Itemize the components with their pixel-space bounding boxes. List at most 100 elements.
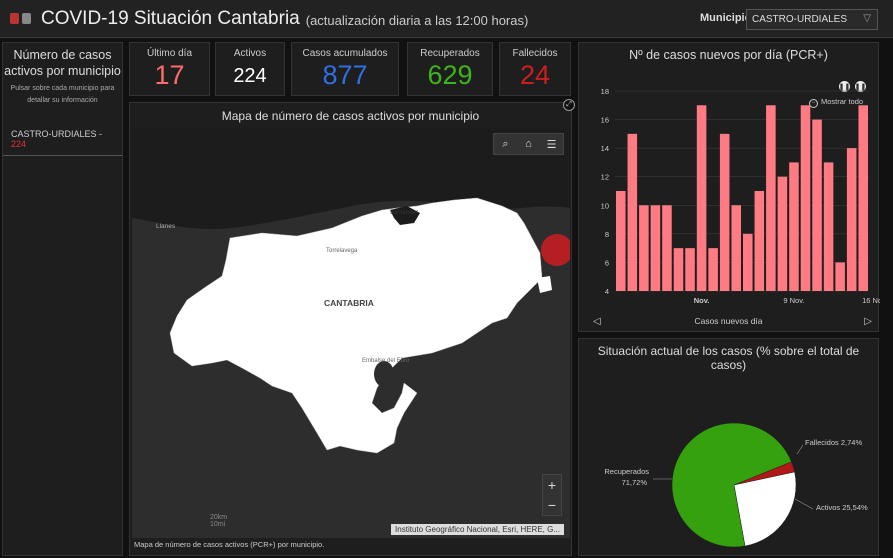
map-attribution[interactable]: Instituto Geográfico Nacional, Esri, HER… — [391, 524, 564, 535]
label-cantabria: CANTABRIA — [324, 298, 374, 308]
scale-bar: 20km 10mi — [210, 514, 227, 528]
bar[interactable] — [789, 162, 799, 291]
leader-line — [794, 498, 814, 510]
show-all-button[interactable]: − Mostrar todo — [809, 97, 863, 108]
chevron-right-icon[interactable]: ▷ — [864, 316, 872, 327]
map-panel: Mapa de número de casos activos por muni… — [129, 102, 572, 556]
scale-mi: 10mi — [210, 521, 226, 528]
list-item[interactable]: CASTRO-URDIALES - 224 — [3, 125, 122, 156]
expand-icon[interactable]: ⤢ — [563, 99, 575, 111]
y-tick-label: 8 — [605, 230, 609, 239]
label-santander: Santander — [390, 210, 418, 216]
stat-ultimo-dia: Último día 17 — [129, 42, 210, 96]
pie-slice[interactable] — [671, 422, 792, 548]
y-tick-label: 4 — [605, 287, 609, 296]
stat-value: 17 — [154, 60, 185, 90]
municipio-selected-value: CASTRO-URDIALES — [752, 14, 848, 25]
bar[interactable] — [685, 248, 695, 291]
castro-urdiales-marker[interactable] — [541, 234, 570, 266]
x-tick-label: 9 Nov. — [783, 296, 804, 305]
stat-label: Casos acumulados — [302, 48, 388, 59]
y-tick-label: 18 — [601, 87, 609, 96]
health-logo-icon — [22, 13, 31, 24]
bar[interactable] — [858, 105, 868, 292]
bar[interactable] — [616, 191, 626, 291]
bar[interactable] — [812, 119, 822, 291]
home-icon[interactable]: ⌂ — [525, 138, 532, 150]
municipio-list-title: Número de casos activos por municipio — [4, 48, 121, 78]
bar[interactable] — [754, 191, 765, 291]
pie-chart-title: Situación actual de los casos (% sobre e… — [597, 344, 860, 372]
x-tick-label: Nov. — [694, 296, 710, 305]
y-tick-label: 14 — [601, 144, 609, 153]
chevron-down-icon: ▽ — [863, 13, 871, 24]
bar-chart: 4 6 8 10 12 14 16 18 Nov. 9 Nov. 16 Nov. — [601, 87, 880, 305]
new-cases-chart-panel: Nº de casos nuevos por día (PCR+) ❚❚ ❚❚ … — [578, 42, 880, 332]
cantabria-logo-icon — [10, 13, 19, 24]
pause-icon[interactable]: ❚❚ — [855, 81, 866, 92]
bar[interactable] — [627, 133, 638, 291]
stat-recuperados: Recuperados 629 — [407, 42, 493, 96]
stat-fallecidos: Fallecidos 24 — [499, 42, 571, 96]
bar[interactable] — [766, 105, 776, 292]
case-status-pie-panel: Situación actual de los casos (% sobre e… — [578, 338, 879, 556]
label-llanes: Llanes — [156, 223, 176, 230]
stat-casos-acumulados: Casos acumulados 877 — [291, 42, 399, 96]
map-title: Mapa de número de casos activos por muni… — [221, 109, 480, 123]
y-tick-label: 12 — [601, 173, 609, 182]
stat-label: Recuperados — [420, 48, 480, 59]
stat-value: 877 — [322, 60, 368, 90]
label-torrelavega: Torrelavega — [326, 248, 358, 254]
map-svg: Llanes Santander Torrelavega CANTABRIA E… — [132, 128, 570, 538]
bar-chart-title: Nº de casos nuevos por día (PCR+) — [629, 48, 828, 62]
bar[interactable] — [719, 133, 730, 291]
bar[interactable] — [846, 148, 857, 291]
stat-label: Activos — [233, 48, 267, 59]
stat-label: Último día — [146, 48, 192, 59]
page-title: COVID-19 Situación Cantabria — [41, 7, 300, 29]
bar[interactable] — [662, 205, 672, 291]
scale-km: 20km — [210, 514, 228, 521]
bar[interactable] — [673, 248, 684, 291]
label-embalse: Embalse del Ebro — [362, 358, 410, 364]
legend-list-icon[interactable]: ☰ — [546, 138, 557, 151]
stat-value: 224 — [233, 65, 267, 87]
x-tick-label: 16 Nov. — [862, 296, 880, 305]
bar[interactable] — [731, 205, 741, 291]
stat-value: 629 — [427, 60, 473, 90]
list-item-name: CASTRO-URDIALES — [11, 129, 97, 139]
cantabria-region[interactable] — [169, 197, 543, 454]
bar[interactable] — [639, 205, 649, 291]
logos — [10, 13, 31, 24]
bar[interactable] — [696, 105, 707, 292]
municipio-select[interactable]: CASTRO-URDIALES ▽ — [746, 9, 878, 30]
bar[interactable] — [823, 162, 834, 291]
chevron-left-icon[interactable]: ◁ — [593, 316, 601, 327]
leader-line — [796, 444, 804, 455]
pie-chart: Fallecidos 2,74% Activos 25,54% Recuperado… — [604, 422, 868, 548]
bar-chart-xlabel: Casos nuevos día — [694, 316, 763, 326]
pie-slice[interactable] — [733, 471, 797, 547]
zoom-out-button[interactable]: − — [547, 497, 557, 513]
pause-icon[interactable]: ❚❚ — [839, 81, 850, 92]
bar[interactable] — [743, 233, 753, 291]
y-tick-label: 6 — [605, 258, 609, 267]
stat-activos: Activos 224 — [215, 42, 285, 96]
stat-label: Fallecidos — [512, 48, 558, 59]
bar[interactable] — [777, 176, 788, 291]
municipio-list-hint: Pulsar sobre cada municipio para detalla… — [10, 85, 115, 104]
zoom-in-button[interactable]: + — [547, 477, 557, 493]
search-icon[interactable]: ⌕ — [502, 137, 509, 150]
bar[interactable] — [650, 205, 661, 291]
zoom-control: + − — [542, 474, 562, 516]
bar[interactable] — [800, 105, 811, 292]
y-tick-label: 10 — [601, 201, 609, 210]
map-caption: Mapa de número de casos activos (PCR+) p… — [134, 540, 325, 549]
list-item-separator: - — [96, 129, 103, 139]
app-header: COVID-19 Situación Cantabria (actualizac… — [0, 0, 893, 38]
bar[interactable] — [835, 262, 845, 291]
municipio-list-panel: Número de casos activos por municipio Pu… — [2, 42, 123, 556]
zoom-out-icon: − — [809, 99, 818, 108]
bar[interactable] — [708, 248, 718, 291]
map-canvas[interactable]: Llanes Santander Torrelavega CANTABRIA E… — [132, 128, 570, 538]
